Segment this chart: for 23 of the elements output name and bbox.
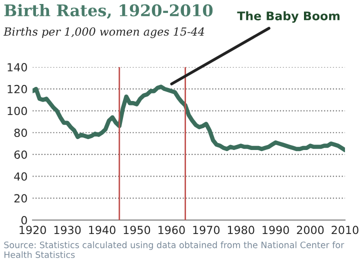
x-tick-label: 1950 (124, 226, 150, 234)
x-tick-label: 1920 (20, 226, 46, 234)
x-tick-label: 2010 (332, 226, 358, 234)
y-tick-label: 20 (14, 194, 27, 203)
line-series (32, 84, 345, 152)
y-tick-label: 120 (8, 84, 27, 94)
source-note: Source: Statistics calculated using data obtained from the National Center for Health Statistics (4, 241, 344, 258)
x-tick-label: 1960 (158, 226, 185, 234)
y-tick-label: 40 (14, 172, 27, 181)
text: The Baby Boom (237, 11, 340, 23)
x-tick-label: 1980 (228, 226, 254, 234)
y-tick-label: 0 (21, 216, 27, 224)
chart-subtitle: Births per 1,000 women ages 15-44 (3, 27, 204, 38)
x-tick-label: 1930 (54, 226, 81, 234)
y-tick-label: 140 (8, 63, 27, 72)
y-tick-label: 60 (14, 150, 27, 159)
x-tick-label: 1940 (89, 226, 116, 234)
x-tick-label: 2000 (296, 226, 324, 234)
x-tick-label: 1990 (262, 226, 289, 234)
chart-title: Birth Rates, 1920-2010 (4, 4, 213, 19)
x-tick-label: 1970 (193, 226, 220, 234)
y-tick-label: 100 (8, 106, 27, 116)
y-tick-label: 80 (14, 128, 27, 138)
